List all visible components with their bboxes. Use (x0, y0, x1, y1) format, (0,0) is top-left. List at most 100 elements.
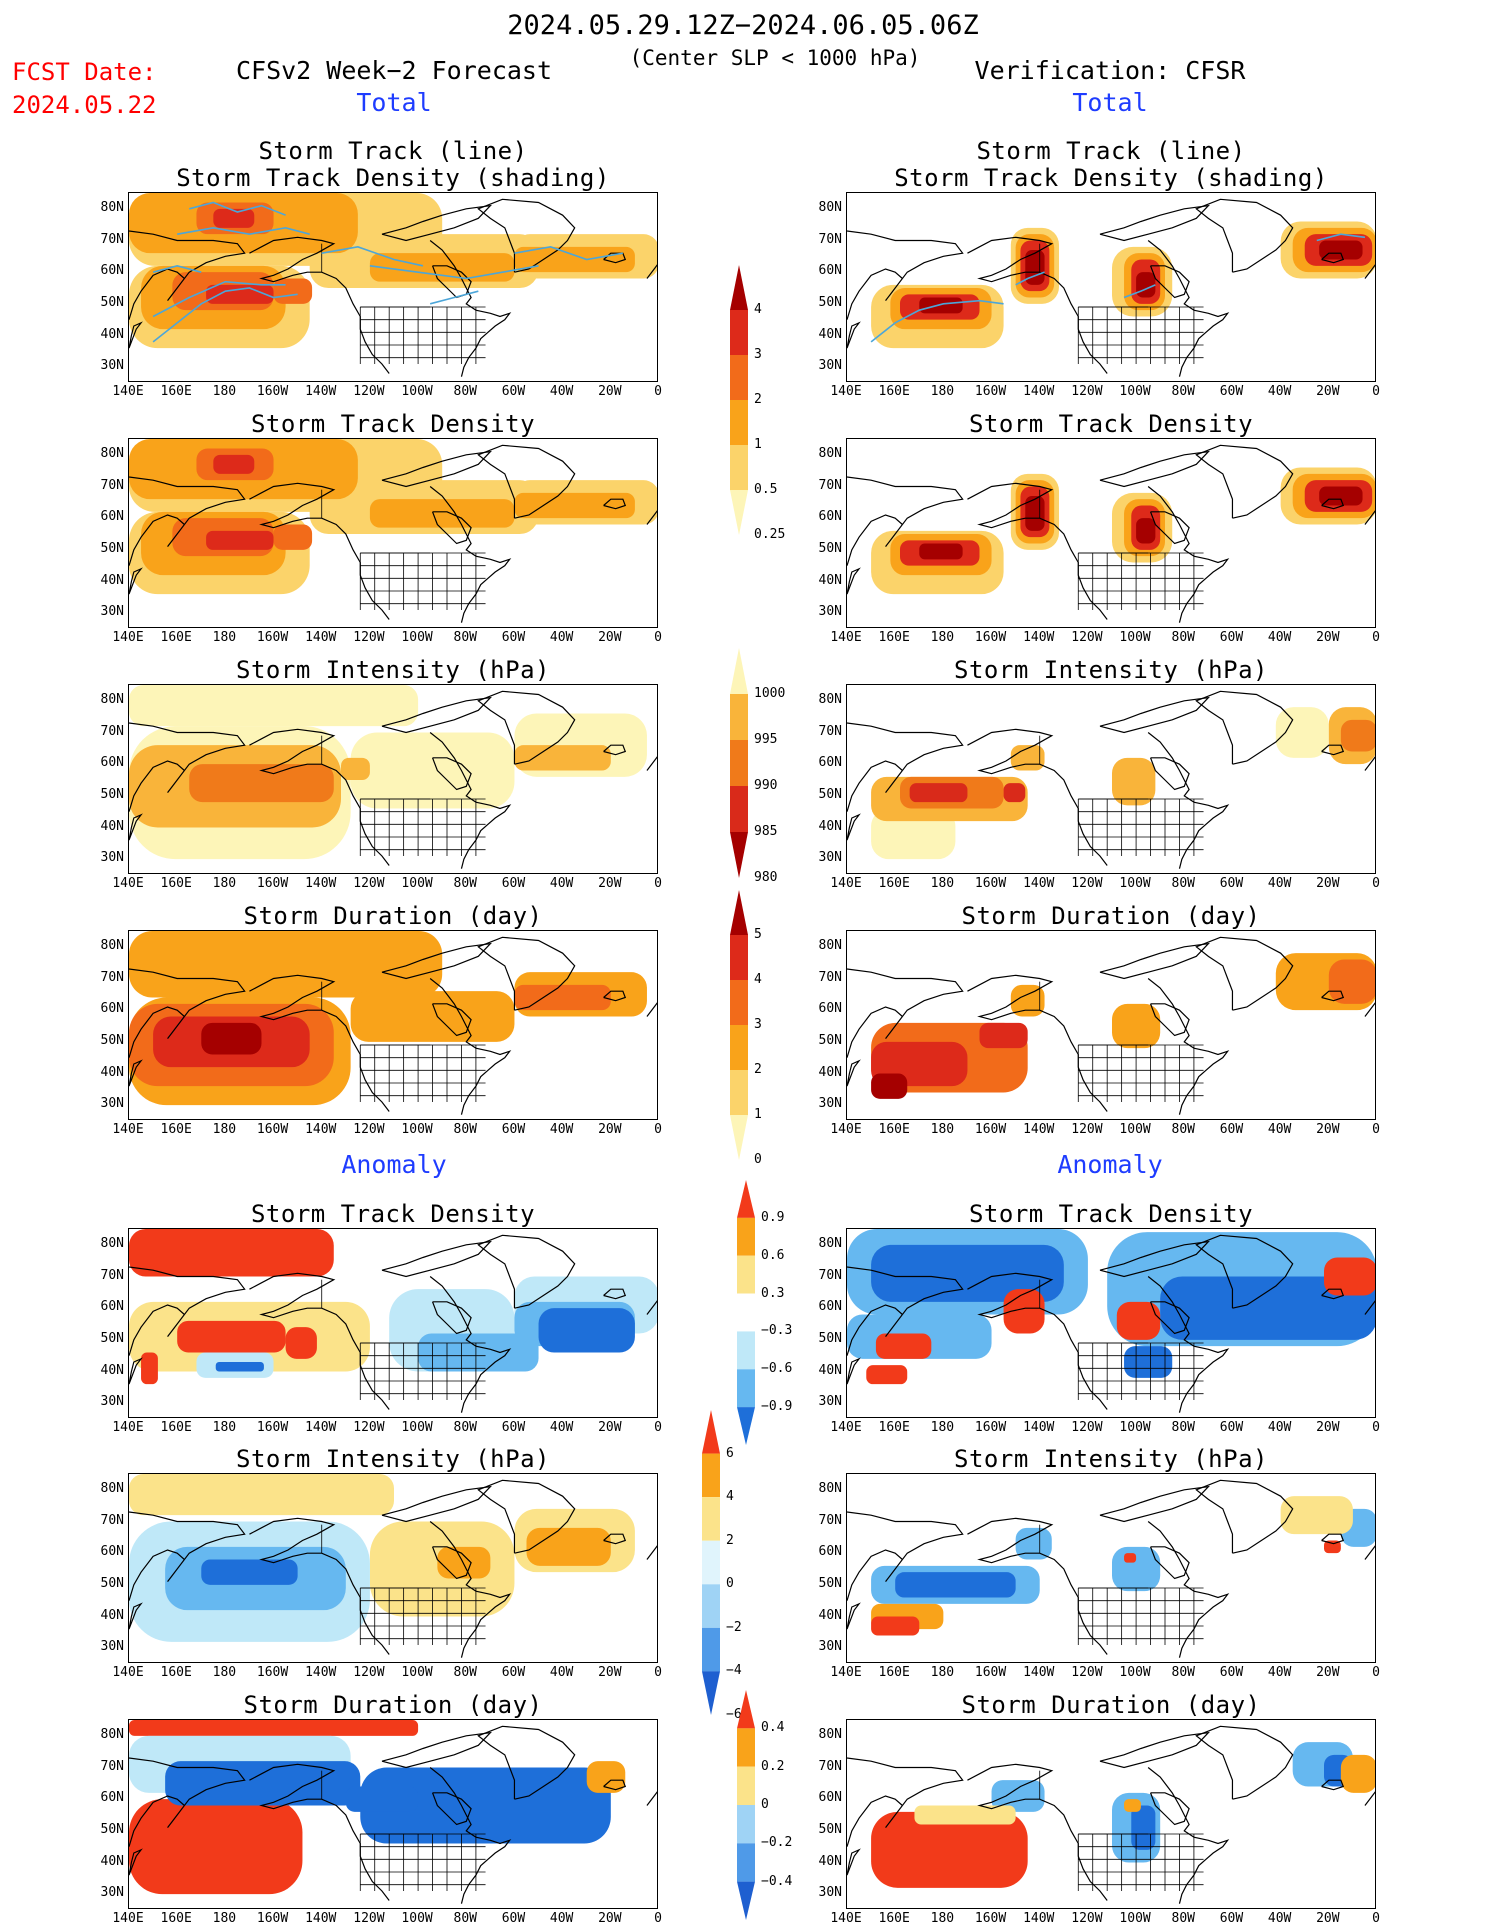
colorbar-label: 4 (754, 972, 762, 987)
colorbar-label: 2 (726, 1532, 734, 1548)
colorbar-label: −0.2 (761, 1835, 793, 1851)
coastline (1364, 756, 1375, 771)
map-canvas (847, 1725, 1375, 1904)
lon-tick-label: 120W (353, 1420, 385, 1435)
coastline (129, 1602, 143, 1630)
lon-tick-label: 160E (878, 384, 910, 399)
coastline (967, 728, 1108, 866)
panel-title-track-forecast: Storm Track Density (shading) (176, 164, 610, 192)
shading-region (273, 524, 313, 550)
lat-tick-label: 40N (818, 1362, 842, 1378)
colorbar-label: −2 (726, 1619, 742, 1635)
lon-tick-label: 80W (453, 1665, 478, 1680)
coastline (1321, 1288, 1345, 1300)
shading-region (1340, 719, 1375, 752)
lat-tick-label: 40N (100, 818, 124, 834)
colorbar-swatch (702, 1410, 720, 1454)
colorbar-swatch (737, 1217, 755, 1256)
colorbar-label: −0.6 (761, 1361, 793, 1377)
lat-tick-label: 50N (818, 540, 842, 556)
coastline (381, 450, 492, 488)
map-canvas (129, 931, 657, 1115)
shading-region (919, 297, 963, 314)
coastline (1149, 1003, 1190, 1037)
lon-tick-label: 120W (1071, 1420, 1103, 1435)
coastline (1195, 936, 1294, 1011)
map-canvas (129, 1229, 657, 1413)
lon-tick-label: 140W (305, 1420, 337, 1435)
map-canvas (847, 1479, 1375, 1658)
lon-tick-label: 40W (1267, 630, 1292, 645)
lon-tick-label: 100W (401, 1122, 433, 1137)
colorbar-label: 0.6 (761, 1247, 785, 1263)
shading-region (1328, 959, 1375, 1004)
coastline (431, 1546, 472, 1580)
lat-tick-label: 60N (100, 1544, 124, 1560)
shading-region (871, 1073, 908, 1099)
lat-tick-label: 50N (818, 1821, 842, 1837)
colorbar-label: 1 (754, 437, 762, 452)
colorbar-label: −0.4 (761, 1873, 793, 1889)
coastline (129, 1059, 143, 1087)
lat-tick-label: 30N (100, 604, 124, 620)
shading-region (538, 1308, 635, 1353)
shading-region (1275, 707, 1329, 758)
colorbar-label: 990 (754, 778, 778, 793)
lon-tick-label: 160W (256, 1911, 289, 1926)
storm-track-line (1316, 233, 1366, 242)
coastline (646, 756, 657, 771)
lon-tick-label: 80W (453, 384, 478, 399)
lon-tick-label: 60W (1219, 384, 1244, 399)
lat-tick-label: 60N (818, 509, 842, 525)
colorbar-swatch (730, 400, 748, 445)
storm-track-line (1123, 284, 1156, 299)
lon-tick-label: 120W (1071, 630, 1103, 645)
lon-tick-label: 140E (112, 1420, 144, 1435)
coastline (1149, 1792, 1190, 1826)
lon-tick-label: 20W (1316, 876, 1340, 891)
coastline (1099, 696, 1210, 734)
shading-region (1319, 486, 1363, 506)
lon-tick-label: 40W (1267, 1420, 1292, 1435)
shading-region (215, 1362, 264, 1372)
coastline (847, 968, 964, 1058)
lon-tick-label: 0 (654, 384, 662, 399)
coastline (1321, 990, 1345, 1002)
lon-tick-label: 0 (1372, 1122, 1380, 1137)
coastline (967, 974, 1108, 1112)
lat-tick-label: 70N (818, 1758, 842, 1774)
lon-tick-label: 40W (549, 1911, 574, 1926)
lat-tick-label: 50N (818, 294, 842, 310)
lon-tick-label: 60W (1219, 1420, 1244, 1435)
panel-title-anom_intensity-forecast: Storm Intensity (hPa) (236, 1445, 550, 1473)
lat-tick-label: 30N (818, 1394, 842, 1410)
colorbar-swatch (730, 1025, 748, 1070)
coastline (603, 990, 627, 1002)
storm-track-line (1015, 271, 1045, 286)
coastline (646, 1300, 657, 1315)
lat-tick-label: 30N (100, 358, 124, 374)
panel-title-duration-verification: Storm Duration (day) (961, 902, 1261, 930)
lon-tick-label: 60W (501, 1122, 526, 1137)
colorbar-swatch (737, 1255, 755, 1294)
lon-tick-label: 40W (549, 876, 574, 891)
panel-title-duration-forecast: Storm Duration (day) (243, 902, 543, 930)
lon-tick-label: 40W (1267, 876, 1292, 891)
shading-region (1136, 518, 1156, 544)
panel-title-track-verification: Storm Track (line) (976, 137, 1246, 165)
lon-tick-label: 160W (974, 384, 1007, 399)
panel-title-intensity-forecast: Storm Intensity (hPa) (236, 656, 550, 684)
lon-tick-label: 80W (1171, 1420, 1196, 1435)
lat-tick-label: 40N (818, 326, 842, 342)
colorbar-label: −0.3 (761, 1323, 793, 1339)
lon-tick-label: 120W (353, 630, 385, 645)
lat-tick-label: 80N (100, 691, 124, 707)
coastline (1099, 450, 1210, 488)
coastline (1195, 1234, 1294, 1309)
coastline (1195, 198, 1294, 273)
lat-tick-label: 50N (100, 540, 124, 556)
lat-tick-label: 70N (818, 231, 842, 247)
lon-tick-label: 100W (401, 1420, 433, 1435)
lon-tick-label: 180 (212, 1122, 237, 1137)
shading-region (1025, 250, 1045, 285)
